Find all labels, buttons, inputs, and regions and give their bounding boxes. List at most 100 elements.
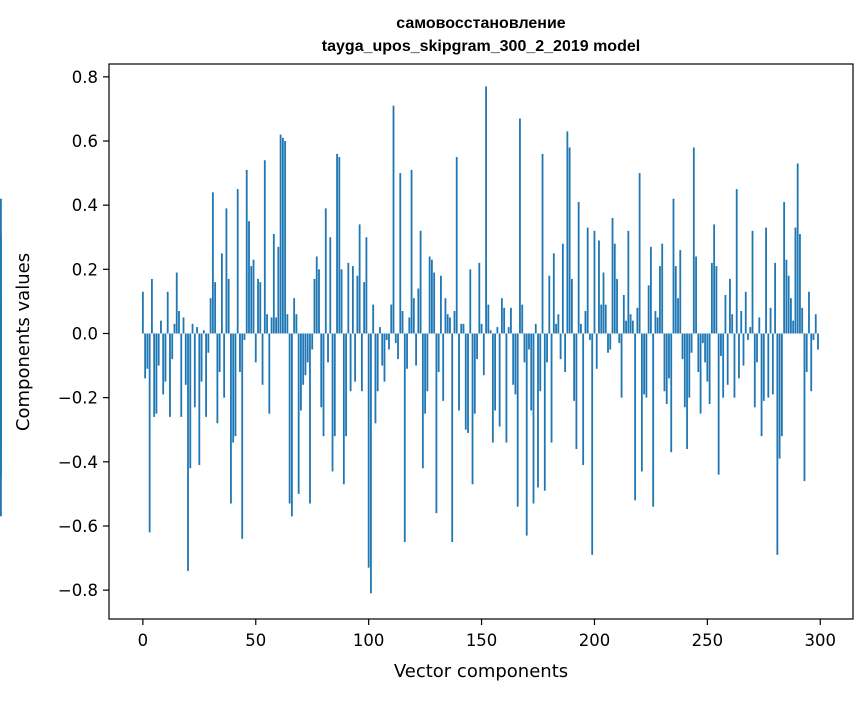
bar <box>345 333 347 437</box>
bar <box>182 317 185 334</box>
bar <box>216 333 219 424</box>
bar <box>324 208 327 334</box>
bar <box>150 278 153 334</box>
bar <box>178 311 180 334</box>
bar <box>281 137 284 334</box>
bar <box>537 333 539 488</box>
bar-series <box>0 86 819 594</box>
bar <box>668 333 670 379</box>
bar <box>814 314 817 334</box>
bar <box>406 333 408 369</box>
bar <box>209 298 212 334</box>
bar <box>695 256 697 334</box>
bar <box>160 320 162 334</box>
bar <box>347 262 350 334</box>
bar <box>769 307 772 334</box>
bar <box>496 327 499 334</box>
bar <box>164 333 167 382</box>
bar <box>771 333 774 395</box>
bar <box>510 307 512 334</box>
bar <box>525 333 528 536</box>
chart-title: самовосстановление <box>396 15 566 32</box>
bar <box>654 311 657 334</box>
bar <box>796 163 799 334</box>
bar <box>327 333 329 363</box>
bar <box>645 333 648 398</box>
x-tick-label: 100 <box>353 631 385 650</box>
bar <box>300 333 302 411</box>
bar <box>187 333 189 571</box>
bar <box>794 227 797 334</box>
x-axis-ticks: 0 50 100 150 200 250 300 <box>138 619 836 650</box>
bar <box>311 333 314 350</box>
bar <box>275 317 277 334</box>
bar <box>756 333 758 363</box>
bar <box>297 333 300 494</box>
x-axis-label: Vector components <box>394 661 568 682</box>
bar <box>480 323 483 334</box>
bar <box>627 230 630 334</box>
bar <box>498 333 501 427</box>
bar <box>749 327 752 334</box>
bar <box>250 266 253 334</box>
bar <box>810 333 813 392</box>
bar <box>205 333 207 417</box>
bar <box>458 333 460 411</box>
bar <box>451 333 454 543</box>
bar <box>390 304 393 334</box>
bar <box>546 333 548 363</box>
bar <box>774 262 777 334</box>
bar <box>473 333 476 414</box>
bar <box>200 333 203 382</box>
bar <box>315 256 318 334</box>
bar <box>320 333 323 408</box>
bar <box>616 278 618 334</box>
bar <box>753 333 756 408</box>
bar <box>670 333 673 453</box>
bar <box>333 333 336 437</box>
bar <box>618 333 621 344</box>
bar <box>0 198 2 334</box>
y-tick-label: −0.8 <box>58 581 98 600</box>
bar <box>284 140 287 334</box>
y-tick-label: 0.6 <box>72 132 98 151</box>
bar <box>370 333 372 594</box>
bar <box>354 333 357 382</box>
bar <box>230 333 232 504</box>
bar <box>740 311 743 334</box>
bar <box>783 201 786 334</box>
bar <box>252 259 255 334</box>
bar <box>636 307 639 334</box>
bar <box>358 224 361 334</box>
bar <box>207 333 210 353</box>
bar <box>575 333 578 449</box>
bar <box>471 333 474 485</box>
bar <box>516 333 519 507</box>
bar <box>446 314 449 334</box>
bar <box>464 333 467 430</box>
bar <box>293 298 296 334</box>
bar <box>528 333 530 350</box>
bar <box>778 333 781 459</box>
bar <box>767 333 770 398</box>
bar <box>751 230 754 334</box>
bar <box>374 333 377 424</box>
bar <box>462 323 465 334</box>
bar <box>331 333 334 472</box>
bar <box>659 266 661 334</box>
y-tick-label: −0.2 <box>58 389 98 408</box>
bar <box>342 333 345 485</box>
bar <box>148 333 151 533</box>
bar <box>550 333 553 443</box>
bar <box>306 333 309 363</box>
bar <box>259 282 262 334</box>
bar <box>505 333 508 443</box>
bar <box>697 333 700 372</box>
y-tick-label: −0.4 <box>58 453 98 472</box>
bar <box>803 333 806 482</box>
bar <box>521 304 524 334</box>
bar <box>489 330 492 334</box>
bar <box>268 333 271 414</box>
bar <box>430 259 433 334</box>
bar <box>717 333 720 475</box>
